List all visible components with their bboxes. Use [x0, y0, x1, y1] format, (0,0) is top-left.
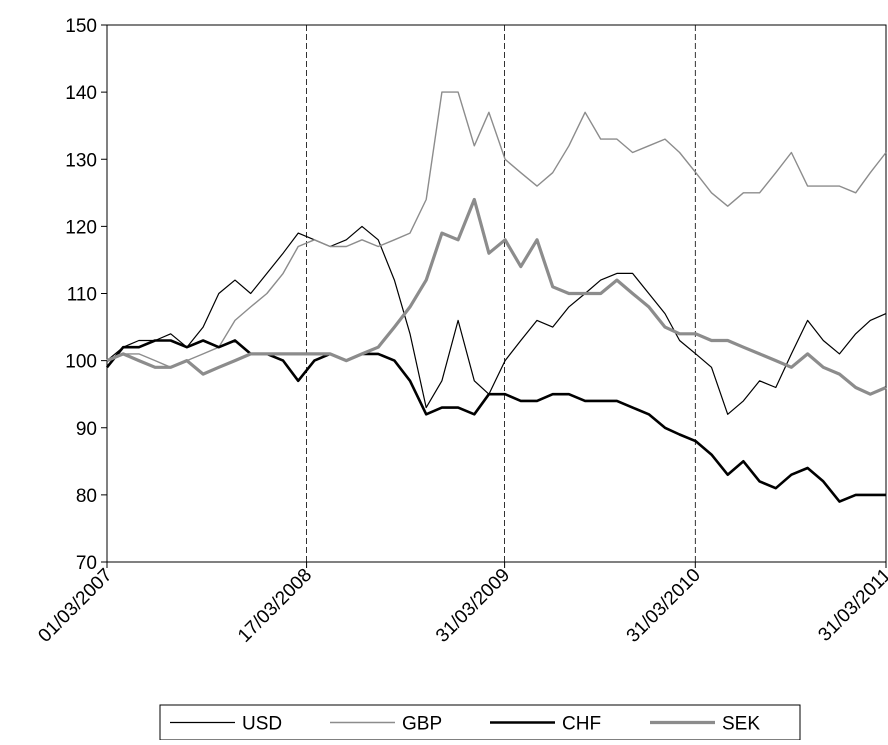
x-tick-label: 01/03/2007 — [34, 565, 116, 647]
y-tick-label: 150 — [65, 16, 97, 37]
y-tick-label: 90 — [76, 419, 97, 440]
series-line — [106, 197, 887, 396]
legend-label: USD — [242, 714, 282, 735]
y-tick-label: 120 — [65, 217, 97, 238]
y-tick-label: 130 — [65, 150, 97, 171]
series-line — [106, 225, 887, 415]
series-line — [105, 339, 886, 503]
plot-frame — [106, 24, 887, 563]
legend-label: SEK — [722, 714, 760, 735]
y-tick-label: 80 — [76, 486, 97, 507]
y-tick-label: 110 — [67, 285, 97, 306]
legend-label: GBP — [402, 714, 442, 735]
y-tick-label: 70 — [76, 553, 97, 574]
x-tick-label: 31/03/2010 — [623, 565, 705, 647]
y-tick-label: 140 — [65, 83, 97, 104]
x-tick-label: 31/03/2011 — [814, 565, 888, 646]
x-tick-label: 17/03/2008 — [234, 565, 316, 647]
series-line — [106, 91, 887, 368]
y-tick-label: 100 — [65, 352, 97, 373]
x-tick-label: 31/03/2009 — [432, 565, 514, 647]
legend-label: CHF — [562, 714, 601, 735]
